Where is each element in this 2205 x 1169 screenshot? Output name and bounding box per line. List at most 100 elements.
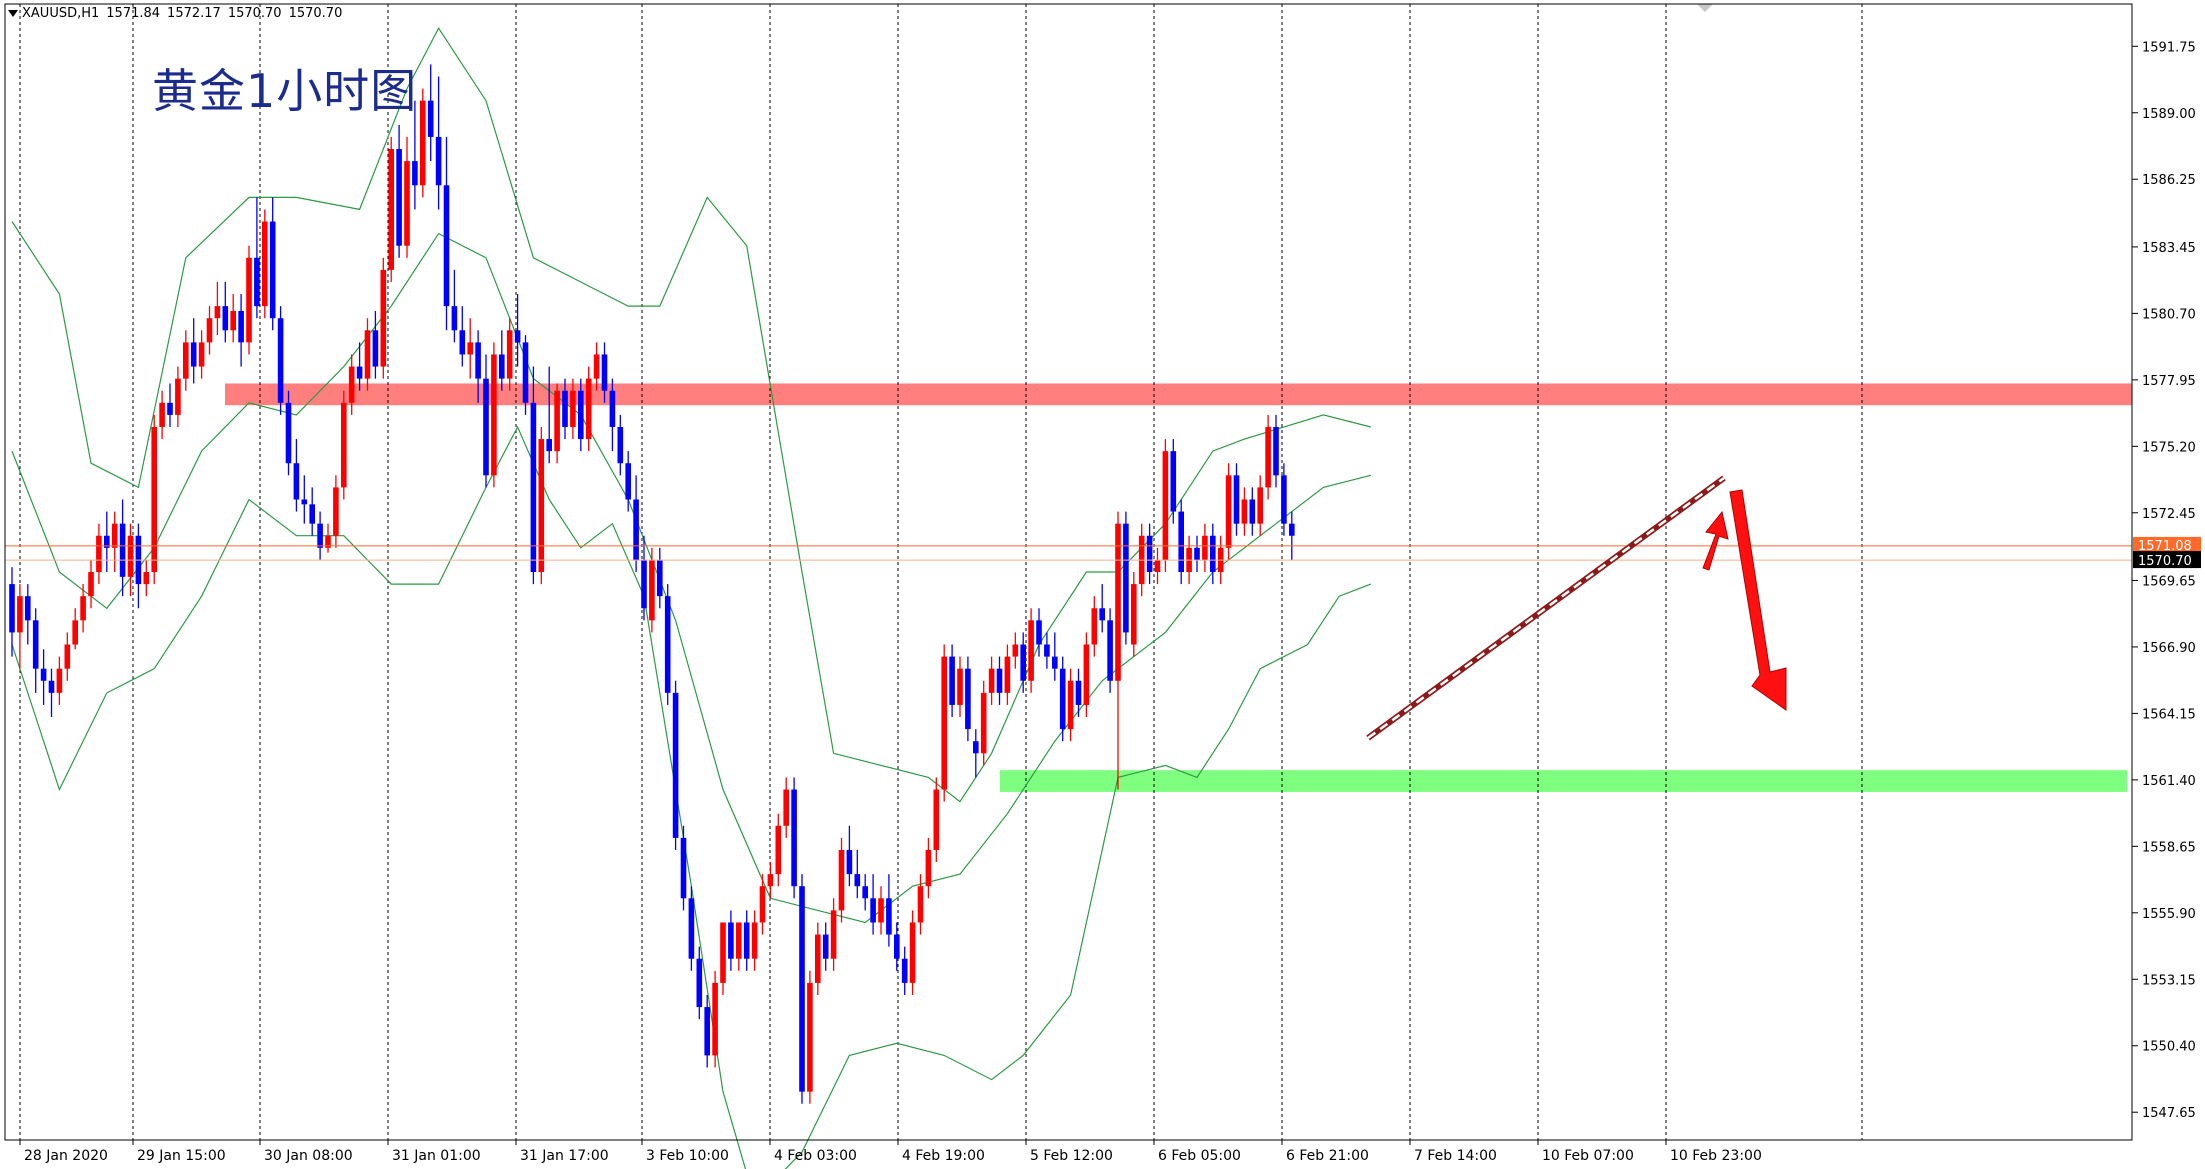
candle-bull bbox=[420, 100, 426, 186]
candle-bull bbox=[988, 668, 995, 693]
x-tick-label: 3 Feb 10:00 bbox=[646, 1148, 729, 1164]
candle-bear bbox=[1075, 680, 1082, 705]
candle-bull bbox=[538, 439, 545, 572]
candle-bull bbox=[348, 366, 355, 403]
candle-bull bbox=[712, 982, 718, 1056]
candle-bear bbox=[601, 354, 608, 391]
x-tick-label: 10 Feb 23:00 bbox=[1670, 1148, 1762, 1164]
candle-bear bbox=[1059, 668, 1066, 730]
candle-bear bbox=[451, 306, 458, 331]
ohlc-high: 1572.17 bbox=[167, 6, 221, 21]
ohlc-close: 1570.70 bbox=[288, 6, 343, 21]
candle-bull bbox=[1265, 426, 1271, 488]
candle-bear bbox=[1233, 475, 1240, 524]
candle-bull bbox=[1225, 475, 1232, 548]
candle-bear bbox=[356, 366, 363, 379]
annotation-layer bbox=[5, 4, 2132, 741]
candle-bull bbox=[183, 342, 189, 379]
y-tick-label: 1550.40 bbox=[2142, 1040, 2196, 1055]
candle-bear bbox=[475, 342, 481, 379]
candle-bull bbox=[72, 620, 78, 645]
current-price-tag-bg bbox=[2133, 551, 2201, 569]
bollinger-upper-band bbox=[11, 27, 1371, 803]
axes-layer: 28 Jan 2020 29 Jan 15:00 30 Jan 08:00 31 Ja… bbox=[4, 3, 2201, 1164]
candle-bear bbox=[862, 886, 868, 899]
candle-bear bbox=[435, 136, 442, 186]
candle-bull bbox=[925, 849, 932, 887]
candle-bull bbox=[1028, 620, 1034, 681]
y-tick-label: 1566.90 bbox=[2142, 641, 2196, 656]
candle-bull bbox=[1162, 451, 1169, 560]
candle-bull bbox=[111, 523, 118, 548]
candle-bear bbox=[688, 898, 695, 959]
candle-bull bbox=[206, 318, 213, 343]
y-tick-label: 1564.15 bbox=[2142, 707, 2196, 722]
candle-bull bbox=[333, 487, 339, 536]
candle-bull bbox=[1131, 584, 1137, 645]
candle-bear bbox=[254, 257, 260, 307]
candle-bear bbox=[664, 596, 671, 693]
candle-bull bbox=[159, 402, 165, 427]
candle-bull bbox=[198, 342, 205, 367]
candle-bull bbox=[957, 668, 963, 705]
bid-price-tag-bg bbox=[2133, 536, 2201, 553]
candle-bull bbox=[325, 535, 331, 548]
candle-bull bbox=[56, 668, 63, 693]
candle-bear bbox=[412, 161, 418, 186]
candle-bear bbox=[1289, 523, 1295, 536]
candle-bear bbox=[546, 439, 552, 452]
candle-bear bbox=[309, 504, 315, 524]
candle-bear bbox=[530, 402, 537, 572]
candle-bull bbox=[649, 559, 655, 621]
y-tick-label: 1561.40 bbox=[2142, 774, 2196, 789]
candle-bear bbox=[25, 596, 31, 621]
candle-bear bbox=[1178, 511, 1184, 572]
y-tick-label: 1580.70 bbox=[2142, 307, 2196, 322]
candle-bull bbox=[341, 402, 347, 488]
resistance-zone bbox=[225, 383, 2132, 406]
bollinger-middle-band bbox=[11, 232, 1371, 924]
candle-bull bbox=[1202, 535, 1208, 560]
candle-bear bbox=[846, 849, 853, 875]
candle-bear bbox=[1099, 608, 1105, 621]
candle-bear bbox=[949, 656, 955, 705]
candle-bull bbox=[720, 922, 726, 983]
candle-bear bbox=[822, 934, 829, 959]
candle-bear bbox=[1249, 499, 1256, 524]
candle-bear bbox=[672, 692, 679, 838]
up-arrow-icon bbox=[1702, 510, 1729, 571]
candle-bull bbox=[380, 269, 387, 367]
candle-bear bbox=[791, 789, 797, 887]
candle-bull bbox=[815, 934, 821, 983]
candle-bear bbox=[269, 221, 276, 319]
chart-menu-triangle-icon[interactable] bbox=[8, 10, 18, 17]
bollinger-lower-band bbox=[11, 425, 1372, 1169]
candle-bull bbox=[214, 306, 221, 319]
candle-bear bbox=[443, 185, 450, 307]
candle-bear bbox=[996, 668, 1003, 693]
x-tick-label: 4 Feb 03:00 bbox=[774, 1148, 857, 1164]
candle-bull bbox=[246, 257, 252, 343]
candle-bear bbox=[743, 922, 750, 959]
candle-bear bbox=[617, 426, 624, 464]
candle-bear bbox=[1273, 426, 1279, 476]
candle-bull bbox=[807, 982, 813, 1092]
candle-bull bbox=[570, 390, 576, 427]
candle-bull bbox=[96, 535, 102, 572]
y-tick-label: 1547.65 bbox=[2142, 1106, 2196, 1121]
candle-bear bbox=[680, 837, 687, 899]
candle-bull bbox=[830, 910, 837, 959]
candle-bull bbox=[767, 874, 774, 887]
support-zone bbox=[1000, 770, 2127, 792]
candle-bear bbox=[372, 330, 379, 367]
candle-bear bbox=[1194, 547, 1200, 560]
candle-bear bbox=[301, 499, 308, 505]
candle-bull bbox=[909, 922, 916, 983]
y-tick-label: 1583.45 bbox=[2142, 241, 2196, 256]
symbol-timeframe: XAUUSD,H1 bbox=[22, 6, 100, 21]
candle-bear bbox=[522, 342, 529, 403]
candle-bull bbox=[1067, 680, 1074, 730]
ohlc-low: 1570.70 bbox=[227, 6, 282, 21]
candle-bear bbox=[1107, 620, 1113, 681]
